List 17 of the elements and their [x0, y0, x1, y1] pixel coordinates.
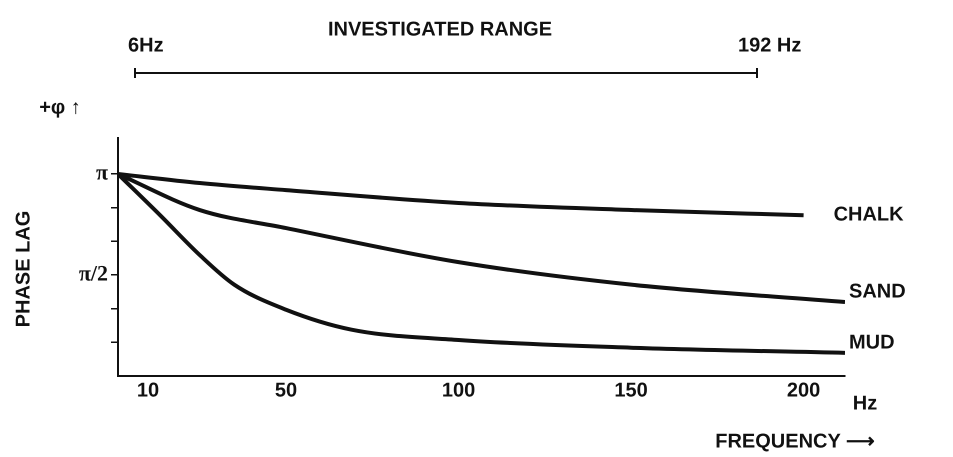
y-axis-title: PHASE LAG — [12, 210, 35, 328]
text: 6Hz — [128, 34, 164, 57]
x-tick-label: 10 — [136, 380, 160, 402]
x-tick-label: 50 — [274, 380, 298, 402]
series-label: SAND — [849, 280, 906, 303]
x-tick-label: 200 — [786, 380, 820, 402]
text: Hz — [852, 392, 878, 415]
x-tick-label: 150 — [614, 380, 648, 402]
x-axis-title: FREQUENCY ⟶ — [715, 430, 875, 453]
y-tick-label: π/2 — [78, 260, 108, 286]
text: +φ ↑ — [39, 96, 81, 119]
text: 192 Hz — [738, 34, 802, 57]
y-tick-label: π — [96, 160, 108, 185]
x-tick-label: 100 — [442, 380, 476, 402]
series-label: MUD — [849, 331, 895, 354]
series-label: CHALK — [834, 204, 904, 226]
text: INVESTIGATED RANGE — [328, 18, 552, 41]
